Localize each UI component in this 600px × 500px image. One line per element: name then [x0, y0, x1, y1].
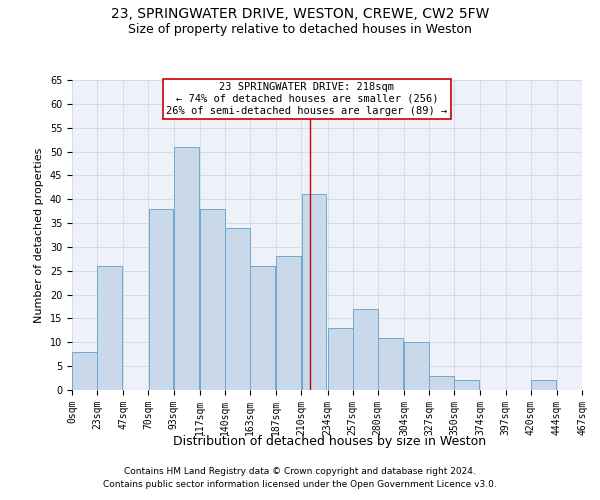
Text: 23 SPRINGWATER DRIVE: 218sqm
← 74% of detached houses are smaller (256)
26% of s: 23 SPRINGWATER DRIVE: 218sqm ← 74% of de…	[166, 82, 448, 116]
Y-axis label: Number of detached properties: Number of detached properties	[34, 148, 44, 322]
Bar	[72, 352, 97, 390]
Bar	[149, 209, 173, 390]
Text: Distribution of detached houses by size in Weston: Distribution of detached houses by size …	[173, 435, 487, 448]
Text: 23, SPRINGWATER DRIVE, WESTON, CREWE, CW2 5FW: 23, SPRINGWATER DRIVE, WESTON, CREWE, CW…	[111, 8, 489, 22]
Bar	[277, 256, 301, 390]
Bar	[174, 147, 199, 390]
Bar	[404, 342, 429, 390]
Bar	[302, 194, 326, 390]
Bar	[200, 209, 225, 390]
Bar	[454, 380, 479, 390]
Text: Size of property relative to detached houses in Weston: Size of property relative to detached ho…	[128, 22, 472, 36]
Bar	[328, 328, 353, 390]
Bar	[429, 376, 454, 390]
Bar	[225, 228, 250, 390]
Text: Contains public sector information licensed under the Open Government Licence v3: Contains public sector information licen…	[103, 480, 497, 489]
Bar	[353, 309, 377, 390]
Bar	[378, 338, 403, 390]
Text: Contains HM Land Registry data © Crown copyright and database right 2024.: Contains HM Land Registry data © Crown c…	[124, 467, 476, 476]
Bar	[97, 266, 122, 390]
Bar	[531, 380, 556, 390]
Bar	[250, 266, 275, 390]
